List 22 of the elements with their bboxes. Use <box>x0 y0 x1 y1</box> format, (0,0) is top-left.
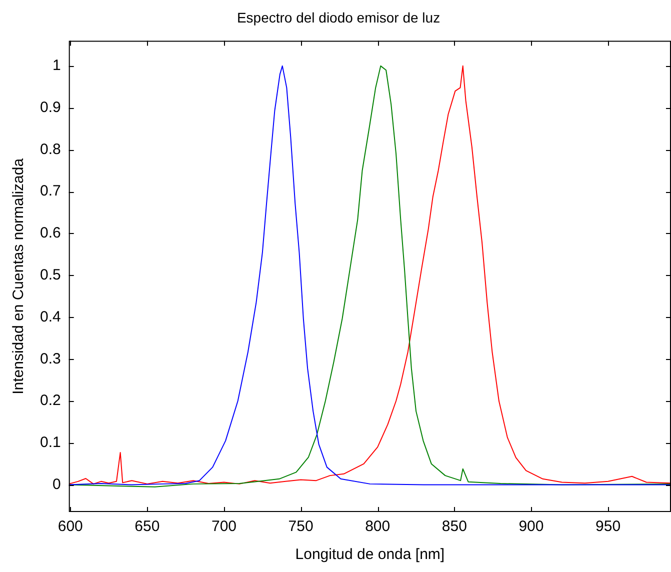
x-tick-label: 600 <box>58 518 83 536</box>
chart-title: Espectro del diodo emisor de luz <box>236 9 440 26</box>
y-tick-label: 0.8 <box>40 140 61 158</box>
y-tick-label: 0 <box>52 476 61 493</box>
x-tick-label: 650 <box>134 518 160 536</box>
y-tick-label: 0.7 <box>40 182 61 200</box>
x-axis-title: Longitud de onda [nm] <box>295 546 445 564</box>
y-tick-label: 0.9 <box>40 98 61 116</box>
y-tick-label: 0.1 <box>40 434 61 452</box>
y-tick-label: 0.6 <box>40 224 61 242</box>
x-tick-label: 950 <box>596 518 621 536</box>
y-axis-title: Intensidad en Cuentas normalizada <box>10 158 28 394</box>
x-tick-label: 800 <box>365 518 390 536</box>
y-tick-label: 0.3 <box>40 350 61 368</box>
x-tick-label: 700 <box>211 518 237 536</box>
y-tick-label: 0.5 <box>40 266 61 284</box>
y-tick-label: 0.4 <box>40 308 61 326</box>
x-tick-label: 850 <box>442 518 467 536</box>
x-tick-label: 750 <box>288 518 314 536</box>
y-tick-label: 0.2 <box>40 392 61 410</box>
x-tick-label: 900 <box>518 518 544 536</box>
y-tick-label: 1 <box>52 57 61 74</box>
